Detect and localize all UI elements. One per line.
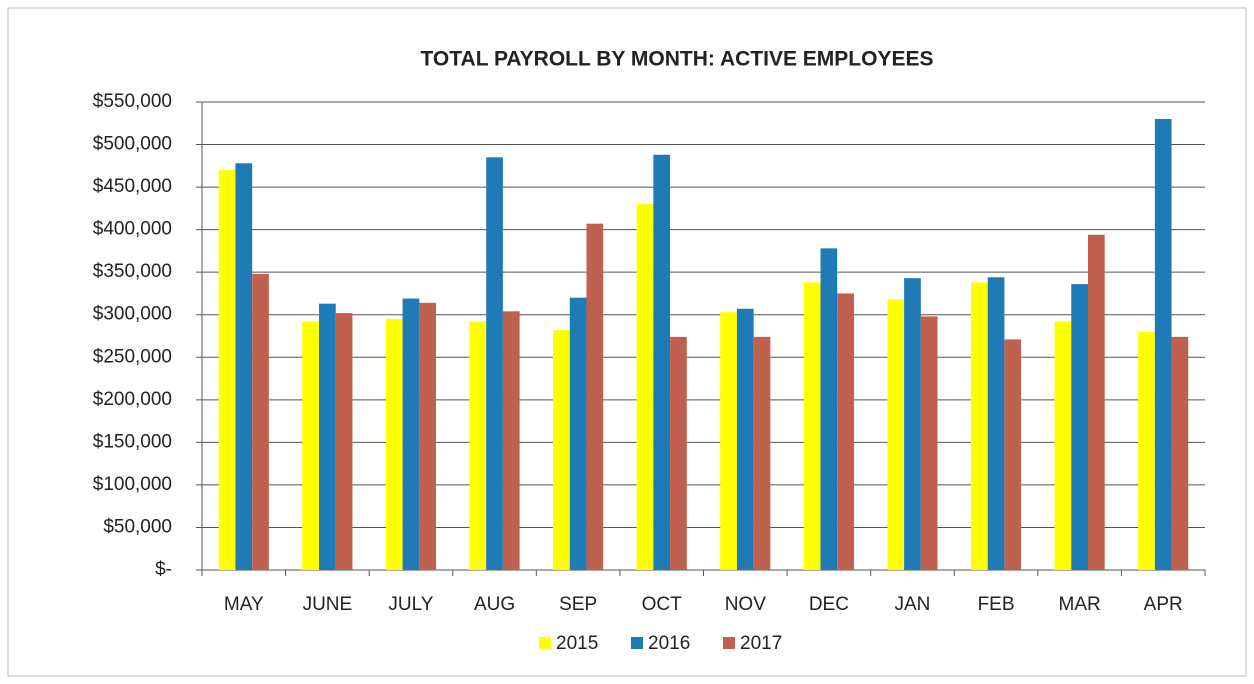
y-tick-label: $250,000 bbox=[93, 346, 172, 367]
legend-swatch bbox=[539, 637, 551, 649]
bar bbox=[553, 330, 570, 570]
y-tick-label: $300,000 bbox=[93, 304, 172, 325]
y-tick-label: $350,000 bbox=[93, 261, 172, 282]
bar bbox=[803, 282, 821, 570]
bar bbox=[970, 282, 988, 570]
y-tick-label: $400,000 bbox=[93, 219, 172, 240]
x-tick-label: MAR bbox=[1059, 594, 1101, 615]
bar bbox=[502, 311, 520, 570]
bar bbox=[252, 273, 269, 570]
y-tick-label: $450,000 bbox=[93, 176, 172, 197]
bar bbox=[887, 299, 905, 570]
legend-swatch bbox=[631, 637, 643, 649]
bar bbox=[987, 277, 1005, 570]
x-tick-label: JULY bbox=[388, 594, 433, 615]
x-tick-label: NOV bbox=[725, 594, 767, 615]
bar bbox=[235, 163, 253, 571]
bar bbox=[586, 223, 604, 570]
bar bbox=[402, 298, 420, 570]
x-tick-label: JAN bbox=[895, 594, 931, 615]
bar bbox=[920, 316, 938, 570]
bar bbox=[736, 308, 754, 570]
x-tick-label: FEB bbox=[978, 594, 1015, 615]
bar bbox=[302, 321, 320, 570]
bar bbox=[904, 278, 921, 570]
bar bbox=[653, 154, 671, 571]
legend-label: 2017 bbox=[740, 633, 782, 654]
bar bbox=[1004, 339, 1022, 570]
bar bbox=[385, 318, 403, 570]
bar bbox=[1171, 336, 1189, 570]
y-tick-label: $200,000 bbox=[93, 389, 172, 410]
legend-label: 2016 bbox=[648, 633, 690, 654]
x-tick-label: OCT bbox=[642, 594, 683, 615]
bar bbox=[469, 321, 487, 570]
x-tick-label: DEC bbox=[809, 594, 849, 615]
bar bbox=[820, 248, 838, 570]
bar bbox=[319, 303, 336, 570]
bar bbox=[1054, 321, 1072, 570]
chart-title: TOTAL PAYROLL BY MONTH: ACTIVE EMPLOYEES bbox=[420, 48, 933, 71]
chart-frame bbox=[7, 7, 1247, 677]
bar bbox=[218, 170, 236, 570]
x-tick-label: APR bbox=[1144, 594, 1183, 615]
x-tick-label: AUG bbox=[474, 594, 515, 615]
bar bbox=[636, 204, 654, 571]
bar bbox=[670, 336, 687, 570]
x-tick-label: JUNE bbox=[303, 594, 353, 615]
x-tick-label: MAY bbox=[224, 594, 264, 615]
bar bbox=[720, 312, 737, 570]
bar bbox=[569, 297, 587, 570]
bar bbox=[486, 157, 503, 571]
bar bbox=[753, 336, 771, 570]
bar bbox=[1154, 119, 1172, 570]
y-tick-label: $500,000 bbox=[93, 134, 172, 155]
y-tick-label: $100,000 bbox=[93, 474, 172, 495]
x-tick-label: SEP bbox=[559, 594, 597, 615]
y-tick-label: $550,000 bbox=[93, 91, 172, 112]
bar bbox=[419, 302, 437, 570]
y-tick-label: $- bbox=[155, 559, 172, 580]
y-tick-label: $50,000 bbox=[103, 516, 172, 537]
bar bbox=[335, 313, 353, 570]
legend-swatch bbox=[723, 637, 735, 649]
bar bbox=[837, 293, 854, 570]
bar bbox=[1138, 331, 1155, 570]
bar bbox=[1087, 234, 1105, 570]
y-tick-label: $150,000 bbox=[93, 431, 172, 452]
bar bbox=[1071, 284, 1088, 570]
legend-label: 2015 bbox=[556, 633, 598, 654]
